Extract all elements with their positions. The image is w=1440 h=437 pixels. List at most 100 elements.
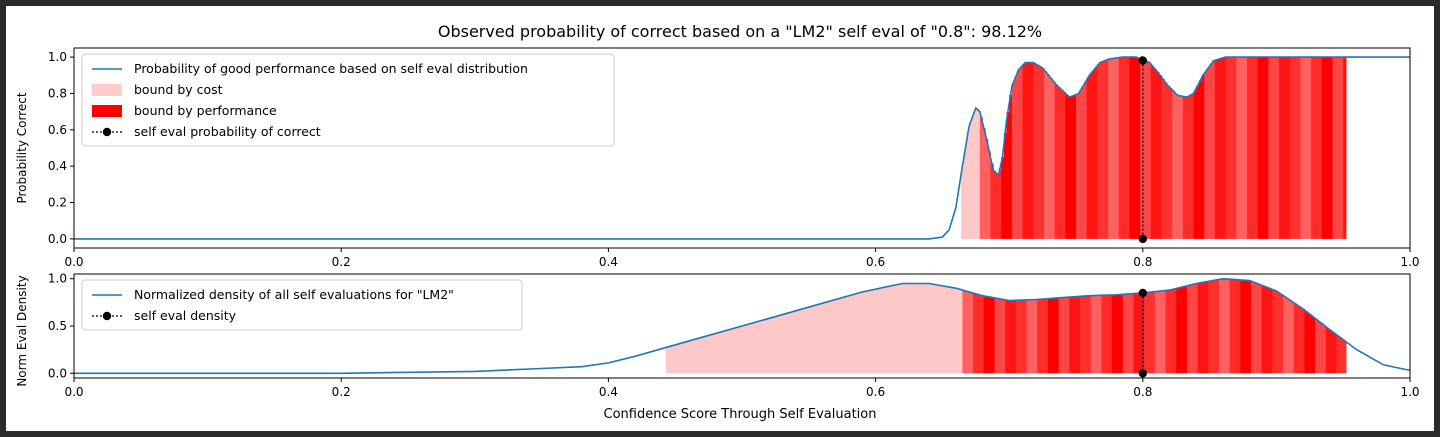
fill-strip — [802, 308, 806, 374]
fill-strip — [898, 284, 902, 374]
fill-strip — [759, 320, 763, 374]
fill-strip — [1106, 295, 1110, 374]
fill-strip — [1181, 286, 1185, 374]
fill-strip — [754, 322, 758, 374]
fill-strip — [1304, 311, 1308, 374]
fill-strip — [1257, 57, 1261, 239]
fill-strip — [1144, 292, 1148, 374]
fill-strip — [1027, 62, 1032, 239]
fill-strip — [981, 295, 985, 374]
fill-strip — [1252, 57, 1256, 239]
fill-strip — [1112, 294, 1116, 374]
fill-strip — [1343, 57, 1347, 239]
fill-strip — [1070, 96, 1074, 239]
fill-strip — [1293, 303, 1298, 374]
x-tick-label: 1.0 — [1400, 255, 1419, 269]
fill-strip — [687, 341, 691, 374]
fill-strip — [959, 289, 964, 374]
y-tick-label: 0.5 — [48, 319, 67, 333]
fill-strip — [1240, 280, 1244, 374]
fill-strip — [852, 294, 857, 374]
fill-strip — [756, 321, 760, 374]
fill-strip — [1269, 288, 1273, 374]
fill-strip — [1030, 62, 1034, 239]
fill-strip — [1071, 296, 1076, 374]
fill-strip — [974, 108, 978, 239]
y-tick-label: 0.8 — [48, 86, 67, 100]
fill-strip — [1073, 95, 1077, 239]
fill-strip — [1062, 92, 1066, 239]
fill-strip — [1325, 327, 1330, 374]
fill-strip — [858, 292, 862, 374]
fill-strip — [1329, 57, 1334, 239]
fill-strip — [1233, 57, 1237, 239]
x-tick-label: 0.8 — [1133, 385, 1152, 399]
figure-svg: Observed probability of correct based on… — [15, 22, 1420, 422]
fill-strip — [1327, 57, 1331, 239]
fill-strip — [1026, 299, 1030, 374]
fill-strip — [1121, 57, 1125, 239]
fill-strip — [967, 291, 972, 374]
fill-strip — [1300, 57, 1304, 239]
fill-strip — [1226, 279, 1231, 374]
bottom-chart-ylabel: Norm Eval Density — [15, 275, 29, 386]
fill-strip — [1232, 279, 1236, 374]
fill-strip — [879, 287, 883, 374]
fill-strip — [673, 344, 678, 374]
y-tick-label: 0.6 — [48, 123, 67, 137]
plots-group: 0.0 0.2 0.4 0.6 0.8 1.0 0.0 0.2 0.4 0.6 0.8 1.0 Prob… — [48, 47, 1420, 399]
fill-strip — [903, 283, 907, 374]
fill-strip — [684, 341, 688, 374]
fill-strip — [1176, 288, 1180, 374]
self-eval-marker-top — [1138, 288, 1148, 298]
fill-strip — [1276, 57, 1280, 239]
fill-strip — [906, 283, 910, 374]
fill-strip — [839, 298, 843, 374]
fill-strip — [1113, 58, 1117, 239]
y-tick-label: 1.0 — [48, 50, 67, 64]
fill-strip — [1043, 71, 1048, 239]
fill-strip — [1145, 61, 1149, 239]
fill-strip — [1312, 317, 1316, 374]
fill-strip — [1291, 301, 1295, 374]
legend-marker-dot — [102, 311, 112, 321]
fill-strip — [700, 337, 704, 374]
legend-patch-handle — [92, 84, 122, 96]
fill-strip — [1237, 279, 1241, 374]
fill-strip — [1194, 283, 1199, 374]
fill-strip — [1140, 59, 1144, 239]
fill-strip — [1173, 288, 1177, 374]
fill-strip — [1305, 57, 1310, 239]
fill-strip — [665, 347, 670, 374]
fill-strip — [711, 334, 715, 374]
chart-0: 0.0 0.2 0.4 0.6 0.8 1.0 0.0 0.2 0.4 0.6 0.8 1.0 Prob… — [48, 47, 1420, 269]
fill-strip — [1153, 68, 1157, 239]
fill-strip — [914, 283, 918, 374]
fill-strip — [860, 291, 865, 374]
fill-strip — [927, 283, 931, 374]
fill-strip — [1279, 57, 1283, 239]
fill-strip — [1124, 57, 1128, 239]
fill-strip — [1265, 57, 1269, 239]
fill-strip — [919, 283, 923, 374]
fill-strip — [1090, 295, 1094, 374]
fill-strip — [943, 286, 948, 374]
x-tick-label: 0.2 — [332, 255, 351, 269]
fill-strip — [1005, 300, 1009, 374]
legend-label: Probability of good performance based on… — [134, 61, 528, 76]
fill-strip — [1162, 290, 1167, 374]
fill-strip — [909, 283, 913, 374]
fill-strip — [1114, 294, 1119, 374]
fill-strip — [949, 287, 953, 374]
bottom-chart-xlabel: Confidence Score Through Self Evaluation — [604, 407, 877, 422]
fill-strip — [1299, 307, 1303, 374]
fill-strip — [1277, 292, 1282, 374]
fill-strip — [1174, 93, 1179, 239]
fill-strip — [1051, 81, 1056, 239]
fill-strip — [884, 286, 889, 374]
fill-strip — [751, 322, 755, 374]
fill-strip — [1200, 282, 1204, 374]
fill-strip — [1150, 65, 1155, 239]
fill-strip — [1311, 57, 1315, 239]
x-tick-label: 0.4 — [599, 255, 618, 269]
